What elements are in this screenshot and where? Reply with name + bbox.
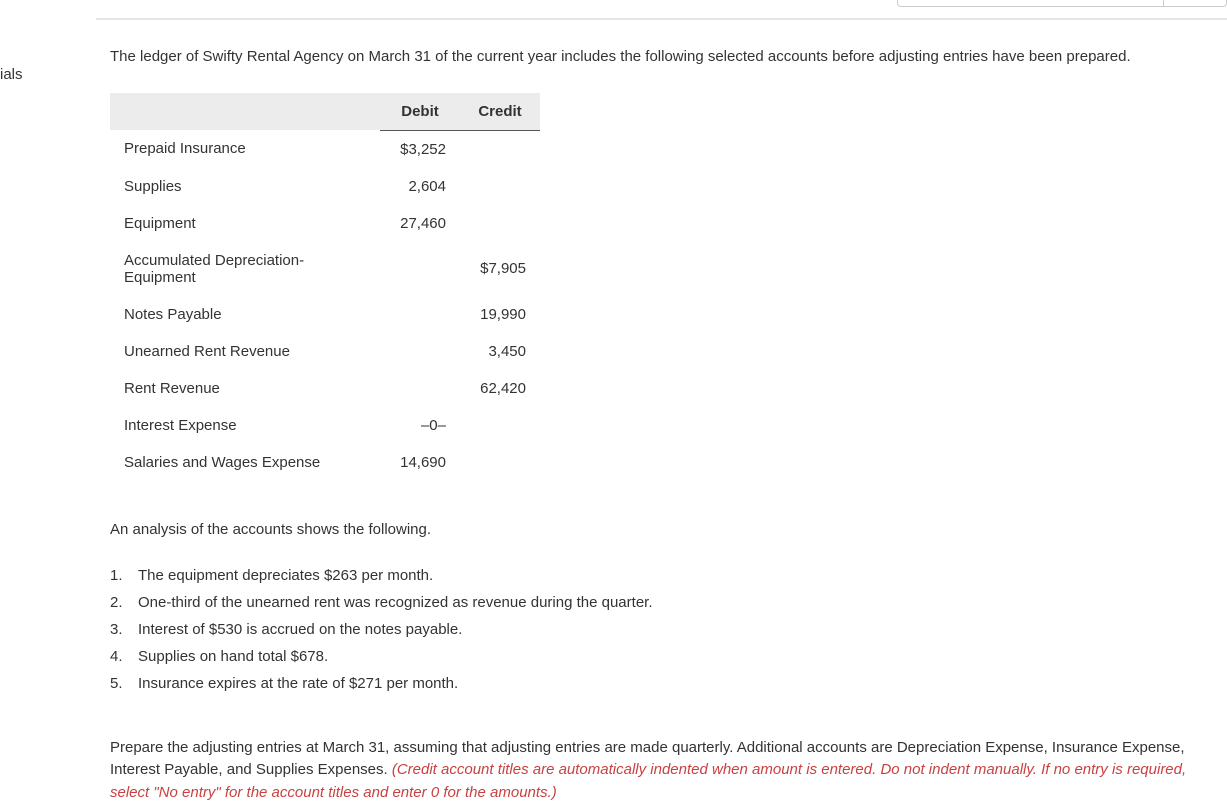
credit-cell: 3,450 [460,333,540,370]
list-text: The equipment depreciates $263 per month… [138,562,433,589]
list-item: 2.One-third of the unearned rent was rec… [110,589,1207,616]
table-row: Accumulated Depreciation-Equipment $7,905 [110,242,540,296]
debit-header: Debit [380,93,460,131]
list-item: 1.The equipment depreciates $263 per mon… [110,562,1207,589]
list-text: One-third of the unearned rent was recog… [138,589,653,616]
list-item: 3.Interest of $530 is accrued on the not… [110,616,1207,643]
account-cell: Prepaid Insurance [110,130,380,168]
intro-paragraph: The ledger of Swifty Rental Agency on Ma… [110,46,1207,69]
debit-cell: –0– [380,407,460,444]
account-cell: Interest Expense [110,407,380,444]
table-row: Prepaid Insurance$3,252 [110,130,540,168]
account-cell: Unearned Rent Revenue [110,333,380,370]
table-row: Interest Expense–0– [110,407,540,444]
instructions-paragraph: Prepare the adjusting entries at March 3… [110,737,1207,805]
analysis-list: 1.The equipment depreciates $263 per mon… [110,562,1207,697]
account-cell: Rent Revenue [110,370,380,407]
credit-header: Credit [460,93,540,131]
debit-cell [380,370,460,407]
account-cell: Supplies [110,168,380,205]
list-number: 3. [110,616,138,643]
credit-cell [460,205,540,242]
list-text: Interest of $530 is accrued on the notes… [138,616,462,643]
analysis-intro: An analysis of the accounts shows the fo… [110,521,1207,538]
list-number: 5. [110,670,138,697]
credit-cell [460,168,540,205]
list-item: 4.Supplies on hand total $678. [110,643,1207,670]
top-widget-fragment [897,0,1227,7]
sidebar-fragment: ials [0,66,23,83]
ledger-table: Debit Credit Prepaid Insurance$3,252Supp… [110,93,540,481]
debit-cell: 2,604 [380,168,460,205]
table-row: Rent Revenue 62,420 [110,370,540,407]
list-text: Supplies on hand total $678. [138,643,328,670]
table-row: Supplies2,604 [110,168,540,205]
account-header [110,93,380,131]
debit-cell: 14,690 [380,444,460,481]
table-row: Unearned Rent Revenue 3,450 [110,333,540,370]
debit-cell [380,333,460,370]
list-number: 2. [110,589,138,616]
debit-cell [380,242,460,296]
table-row: Equipment27,460 [110,205,540,242]
debit-cell: $3,252 [380,130,460,168]
credit-cell [460,444,540,481]
credit-cell [460,130,540,168]
debit-cell: 27,460 [380,205,460,242]
credit-cell: 62,420 [460,370,540,407]
table-row: Salaries and Wages Expense14,690 [110,444,540,481]
credit-cell: 19,990 [460,296,540,333]
account-cell: Salaries and Wages Expense [110,444,380,481]
list-number: 4. [110,643,138,670]
account-cell: Equipment [110,205,380,242]
debit-cell [380,296,460,333]
content-top-border [96,18,1227,20]
table-row: Notes Payable 19,990 [110,296,540,333]
account-cell: Accumulated Depreciation-Equipment [110,242,380,296]
credit-cell [460,407,540,444]
list-item: 5.Insurance expires at the rate of $271 … [110,670,1207,697]
credit-cell: $7,905 [460,242,540,296]
top-widget-divider [1163,0,1164,7]
list-number: 1. [110,562,138,589]
account-cell: Notes Payable [110,296,380,333]
list-text: Insurance expires at the rate of $271 pe… [138,670,458,697]
question-content: The ledger of Swifty Rental Agency on Ma… [110,46,1207,804]
